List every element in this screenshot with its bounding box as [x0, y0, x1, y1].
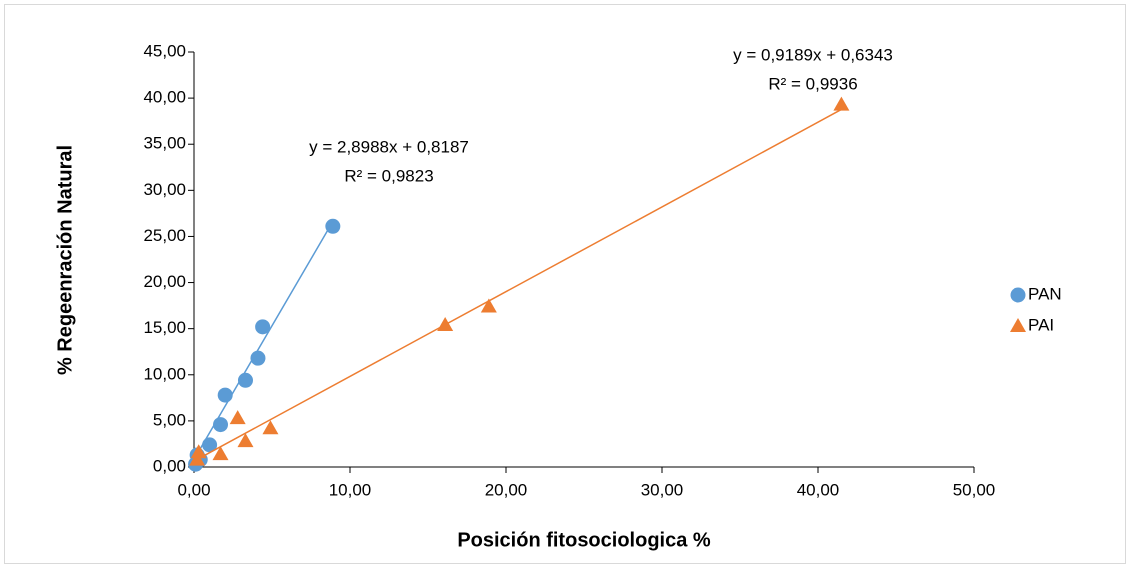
x-tick-label: 50,00: [953, 480, 996, 499]
point: [262, 420, 279, 435]
point: [189, 451, 206, 466]
x-axis-title: Posición fitosociologica %: [457, 529, 711, 551]
trendline-r2: R² = 0,9936: [768, 74, 857, 93]
point: [833, 96, 850, 111]
x-tick-label: 30,00: [641, 480, 684, 499]
legend-marker: [1010, 318, 1026, 332]
point: [250, 350, 266, 366]
point: [190, 444, 207, 459]
x-tick-label: 20,00: [485, 480, 528, 499]
y-tick-label: 25,00: [143, 226, 186, 245]
y-tick-label: 10,00: [143, 364, 186, 383]
point: [437, 316, 454, 331]
legend-label: PAI: [1028, 315, 1054, 334]
y-tick-label: 15,00: [143, 318, 186, 337]
y-tick-label: 20,00: [143, 272, 186, 291]
y-tick-label: 45,00: [143, 41, 186, 60]
trendline-equation: y = 0,9189x + 0,6343: [733, 45, 893, 64]
point: [213, 417, 229, 433]
y-tick-label: 35,00: [143, 134, 186, 153]
point: [202, 437, 218, 453]
legend-label: PAN: [1028, 284, 1062, 303]
y-tick-label: 5,00: [153, 410, 186, 429]
point: [255, 319, 271, 335]
y-tick-label: 0,00: [153, 456, 186, 475]
y-axis-title: % Regeenración Natural: [54, 145, 76, 375]
point: [325, 218, 341, 234]
x-tick-label: 0,00: [177, 480, 210, 499]
point: [229, 410, 246, 425]
y-tick-label: 30,00: [143, 180, 186, 199]
x-tick-label: 40,00: [797, 480, 840, 499]
x-tick-label: 10,00: [329, 480, 372, 499]
trendline: [196, 108, 842, 461]
trendline-equation: y = 2,8988x + 0,8187: [309, 137, 469, 156]
point: [237, 372, 253, 388]
point: [217, 387, 233, 403]
y-tick-label: 40,00: [143, 88, 186, 107]
legend-marker: [1010, 287, 1026, 303]
point: [480, 298, 497, 313]
point: [237, 433, 254, 448]
point: [212, 446, 229, 461]
trendline-r2: R² = 0,9823: [344, 166, 433, 185]
